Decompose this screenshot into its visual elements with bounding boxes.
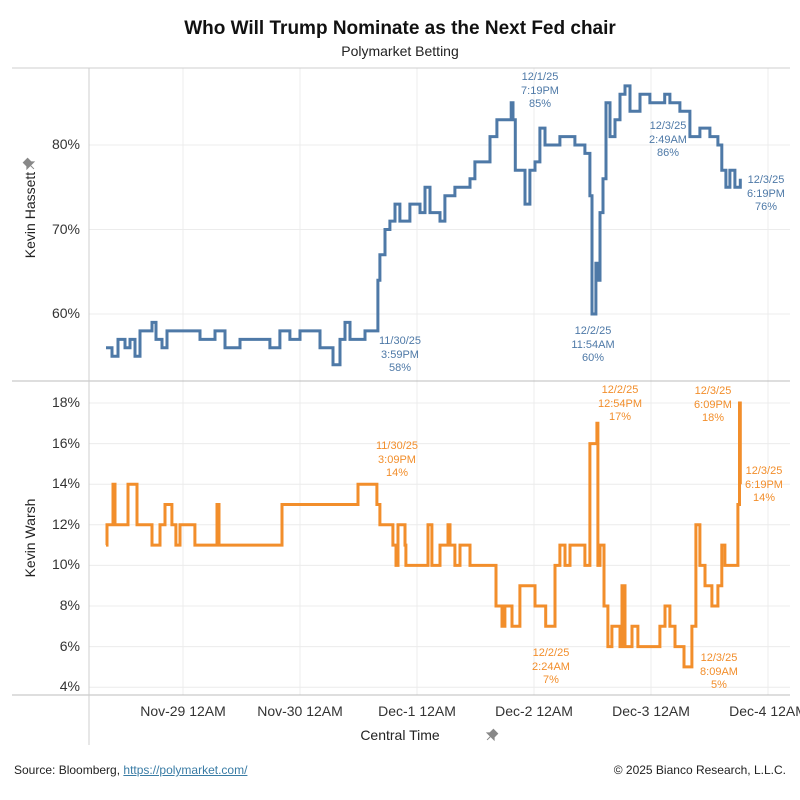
annotation-value: 14%	[752, 492, 776, 504]
annotation-time: 2:49AM	[649, 133, 687, 146]
x-tick-label: Dec-4 12AM	[729, 703, 800, 719]
annotation-time: 11:54AM	[571, 338, 615, 351]
y-tick-label: 18%	[51, 394, 80, 410]
data-annotation: 12/2/25 12:54PM 17%	[575, 384, 665, 425]
grid	[89, 68, 790, 695]
annotation-time: 6:19PM	[747, 187, 785, 200]
y-tick-label: 8%	[59, 597, 80, 613]
data-annotation: 11/30/25 3:09PM 14%	[352, 440, 442, 481]
series-line-kevin-warsh	[105, 401, 742, 669]
y-tick-label: 6%	[59, 637, 80, 654]
annotation-time: 6:09PM	[694, 398, 732, 411]
annotation-time: 7:19PM	[521, 84, 559, 97]
annotation-time: 3:59PM	[381, 348, 419, 361]
y-tick-label: 14%	[51, 475, 80, 492]
annotation-value: 5%	[711, 679, 727, 691]
source-link[interactable]: https://polymarket.com/	[123, 763, 248, 777]
y-axis-label-hassett: Kevin Hassett	[22, 171, 38, 259]
annotation-time: 3:09PM	[378, 453, 416, 466]
pin-icon-hassett[interactable]	[22, 157, 38, 173]
annotation-time: 2:24AM	[532, 660, 570, 673]
annotation-value: 76%	[754, 201, 778, 213]
x-axis-title: Central Time	[360, 727, 440, 743]
annotation-date: 12/2/25	[601, 384, 639, 396]
annotation-time: 6:19PM	[745, 478, 783, 491]
series-layer	[105, 84, 742, 669]
annotation-date: 12/3/25	[745, 465, 783, 477]
x-tick-label: Dec-3 12AM	[612, 703, 690, 719]
data-annotation: 12/2/25 11:54AM 60%	[548, 325, 638, 366]
y-tick-label: 16%	[51, 434, 80, 451]
data-annotation: 12/1/25 7:19PM 85%	[495, 71, 585, 112]
annotation-date: 12/3/25	[649, 120, 687, 132]
annotation-value: 60%	[581, 352, 605, 364]
y-axis-label-warsh: Kevin Warsh	[22, 498, 38, 578]
chart-subtitle: Polymarket Betting	[341, 43, 459, 59]
data-annotation: 12/3/25 8:09AM 5%	[674, 652, 764, 693]
y-tick-label: 70%	[51, 220, 80, 237]
annotation-value: 86%	[656, 147, 680, 159]
x-tick-label: Dec-2 12AM	[495, 703, 573, 719]
data-annotation: 12/3/25 6:19PM 14%	[719, 465, 800, 506]
pin-icon-central-time[interactable]	[484, 728, 500, 744]
annotation-date: 12/2/25	[532, 647, 570, 659]
chart-title: Who Will Trump Nominate as the Next Fed …	[184, 18, 616, 39]
y-tick-label: 60%	[51, 305, 80, 321]
data-annotation: 12/2/25 2:24AM 7%	[506, 647, 596, 688]
y-tick-label: 10%	[51, 556, 80, 573]
annotation-date: 11/30/25	[378, 335, 421, 347]
annotation-date: 11/30/25	[375, 440, 418, 452]
x-tick-label: Dec-1 12AM	[378, 703, 456, 719]
annotation-date: 12/3/25	[747, 174, 785, 186]
annotation-date: 12/2/25	[574, 325, 612, 337]
annotation-value: 14%	[385, 467, 409, 479]
x-tick-label: Nov-29 12AM	[140, 703, 226, 719]
annotation-value: 58%	[388, 362, 412, 374]
data-annotation: 11/30/25 3:59PM 58%	[355, 335, 445, 376]
annotation-value: 18%	[701, 412, 725, 424]
copyright: © 2025 Bianco Research, L.L.C.	[613, 763, 786, 777]
annotation-value: 7%	[543, 674, 559, 686]
annotation-date: 12/3/25	[694, 385, 732, 397]
annotation-value: 17%	[608, 411, 632, 423]
annotation-date: 12/1/25	[521, 71, 559, 83]
y-tick-label: 4%	[59, 678, 80, 695]
x-tick-label: Nov-30 12AM	[257, 703, 343, 719]
annotation-time: 8:09AM	[700, 665, 738, 678]
annotation-value: 85%	[528, 98, 552, 110]
y-tick-label: 12%	[51, 515, 80, 532]
annotation-time: 12:54PM	[597, 397, 643, 410]
data-annotation: 12/3/25 2:49AM 86%	[623, 120, 713, 161]
annotation-date: 12/3/25	[700, 652, 738, 664]
source-prefix: Source: Bloomberg,	[14, 763, 124, 777]
data-annotation: 12/3/25 6:09PM 18%	[668, 385, 758, 426]
series-line-kevin-hassett	[106, 84, 742, 367]
data-annotation: 12/3/25 6:19PM 76%	[721, 174, 800, 215]
source-note: Source: Bloomberg, https://polymarket.co…	[14, 763, 247, 777]
y-tick-label: 80%	[51, 136, 80, 152]
